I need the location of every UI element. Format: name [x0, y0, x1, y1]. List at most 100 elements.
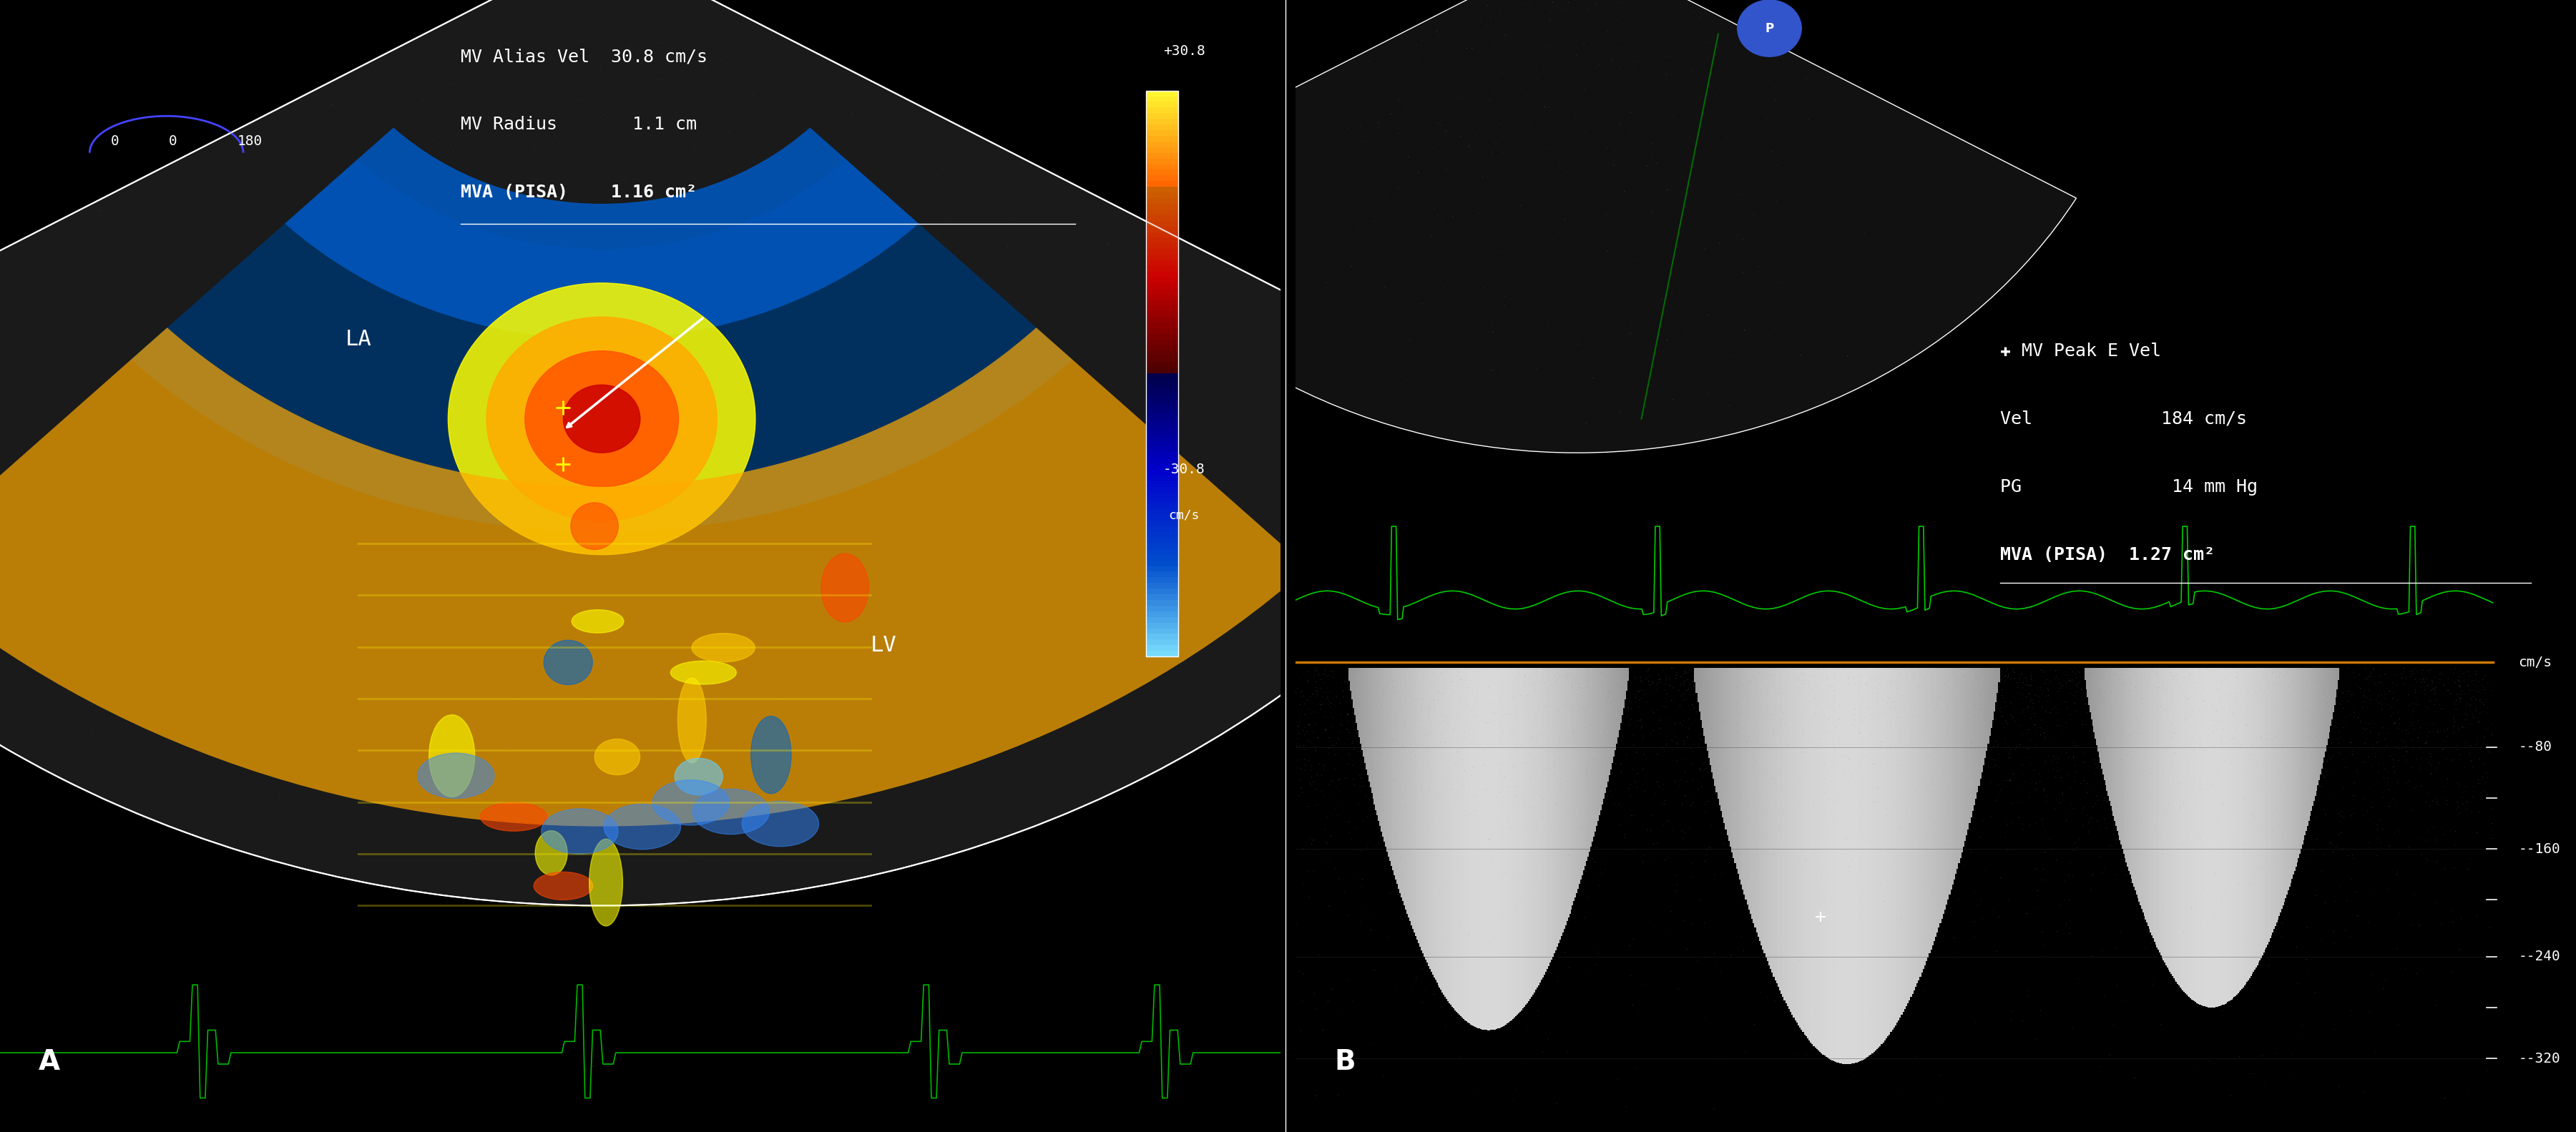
Point — [1734, 220, 1775, 238]
Point — [1090, 685, 1131, 703]
Point — [2166, 697, 2208, 715]
Point — [2360, 724, 2401, 743]
Point — [487, 223, 528, 241]
Point — [2298, 746, 2339, 764]
Point — [134, 643, 175, 661]
Point — [518, 129, 559, 147]
Point — [698, 58, 739, 76]
Point — [502, 214, 544, 232]
Point — [1023, 334, 1064, 352]
Point — [1007, 436, 1048, 454]
Point — [2066, 695, 2107, 713]
Point — [2195, 911, 2236, 929]
Point — [1530, 312, 1571, 331]
Point — [443, 318, 484, 336]
Point — [868, 578, 909, 597]
Point — [1922, 717, 1963, 735]
Point — [896, 242, 938, 260]
Point — [327, 128, 368, 146]
Point — [2123, 756, 2164, 774]
Point — [1615, 168, 1656, 186]
Point — [1850, 726, 1891, 744]
Point — [999, 245, 1041, 263]
Point — [448, 306, 489, 324]
Point — [433, 412, 474, 430]
Point — [1574, 340, 1615, 358]
Point — [618, 252, 659, 271]
Point — [657, 38, 698, 57]
Point — [1363, 106, 1404, 125]
Point — [471, 211, 513, 229]
Point — [765, 187, 806, 205]
Point — [866, 486, 907, 504]
Bar — [1146, 543, 1177, 549]
Point — [1497, 778, 1538, 796]
Point — [580, 61, 621, 79]
Point — [884, 173, 925, 191]
Point — [234, 336, 276, 354]
Point — [1417, 206, 1458, 224]
Point — [1476, 276, 1517, 294]
Point — [925, 423, 966, 441]
Ellipse shape — [822, 554, 868, 623]
Point — [1636, 166, 1677, 185]
Point — [1515, 717, 1556, 735]
Point — [1669, 686, 1710, 704]
Point — [2452, 706, 2494, 724]
Point — [327, 266, 368, 284]
Point — [1528, 0, 1569, 14]
Point — [361, 480, 402, 498]
Point — [1757, 50, 1798, 68]
Point — [1479, 783, 1520, 801]
Point — [502, 190, 544, 208]
Point — [933, 204, 974, 222]
Point — [1837, 136, 1878, 154]
Point — [1772, 205, 1814, 223]
Point — [1674, 18, 1716, 36]
Point — [1839, 858, 1880, 876]
Point — [268, 477, 309, 495]
Point — [1571, 76, 1613, 94]
Point — [459, 67, 500, 85]
Point — [649, 340, 690, 358]
Point — [2089, 1046, 2130, 1064]
Point — [118, 688, 160, 706]
Point — [1832, 213, 1873, 231]
Point — [2105, 761, 2146, 779]
Point — [747, 51, 788, 69]
Point — [82, 354, 124, 372]
Point — [2133, 714, 2174, 732]
Ellipse shape — [544, 641, 592, 685]
Point — [1481, 11, 1522, 29]
Point — [2009, 1081, 2050, 1099]
Point — [2383, 732, 2424, 751]
Point — [1749, 85, 1790, 103]
Point — [894, 316, 935, 334]
Point — [2383, 668, 2424, 686]
Point — [314, 372, 355, 391]
Point — [137, 182, 178, 200]
Point — [742, 70, 783, 88]
Point — [1656, 735, 1698, 753]
Point — [407, 102, 448, 120]
Point — [443, 732, 484, 751]
Point — [1404, 668, 1445, 686]
Point — [1618, 108, 1659, 126]
Point — [850, 401, 891, 419]
Point — [1819, 195, 1860, 213]
Point — [1515, 748, 1556, 766]
Point — [412, 164, 453, 182]
Point — [1986, 660, 2027, 678]
Point — [82, 445, 124, 463]
Point — [1484, 769, 1525, 787]
Point — [1414, 767, 1455, 786]
Point — [564, 228, 605, 246]
Point — [1592, 104, 1633, 122]
Point — [502, 257, 544, 275]
Point — [121, 301, 162, 319]
Point — [232, 457, 273, 475]
Point — [1914, 668, 1955, 686]
Point — [1370, 71, 1412, 89]
Point — [590, 775, 631, 794]
Point — [1960, 891, 2002, 909]
